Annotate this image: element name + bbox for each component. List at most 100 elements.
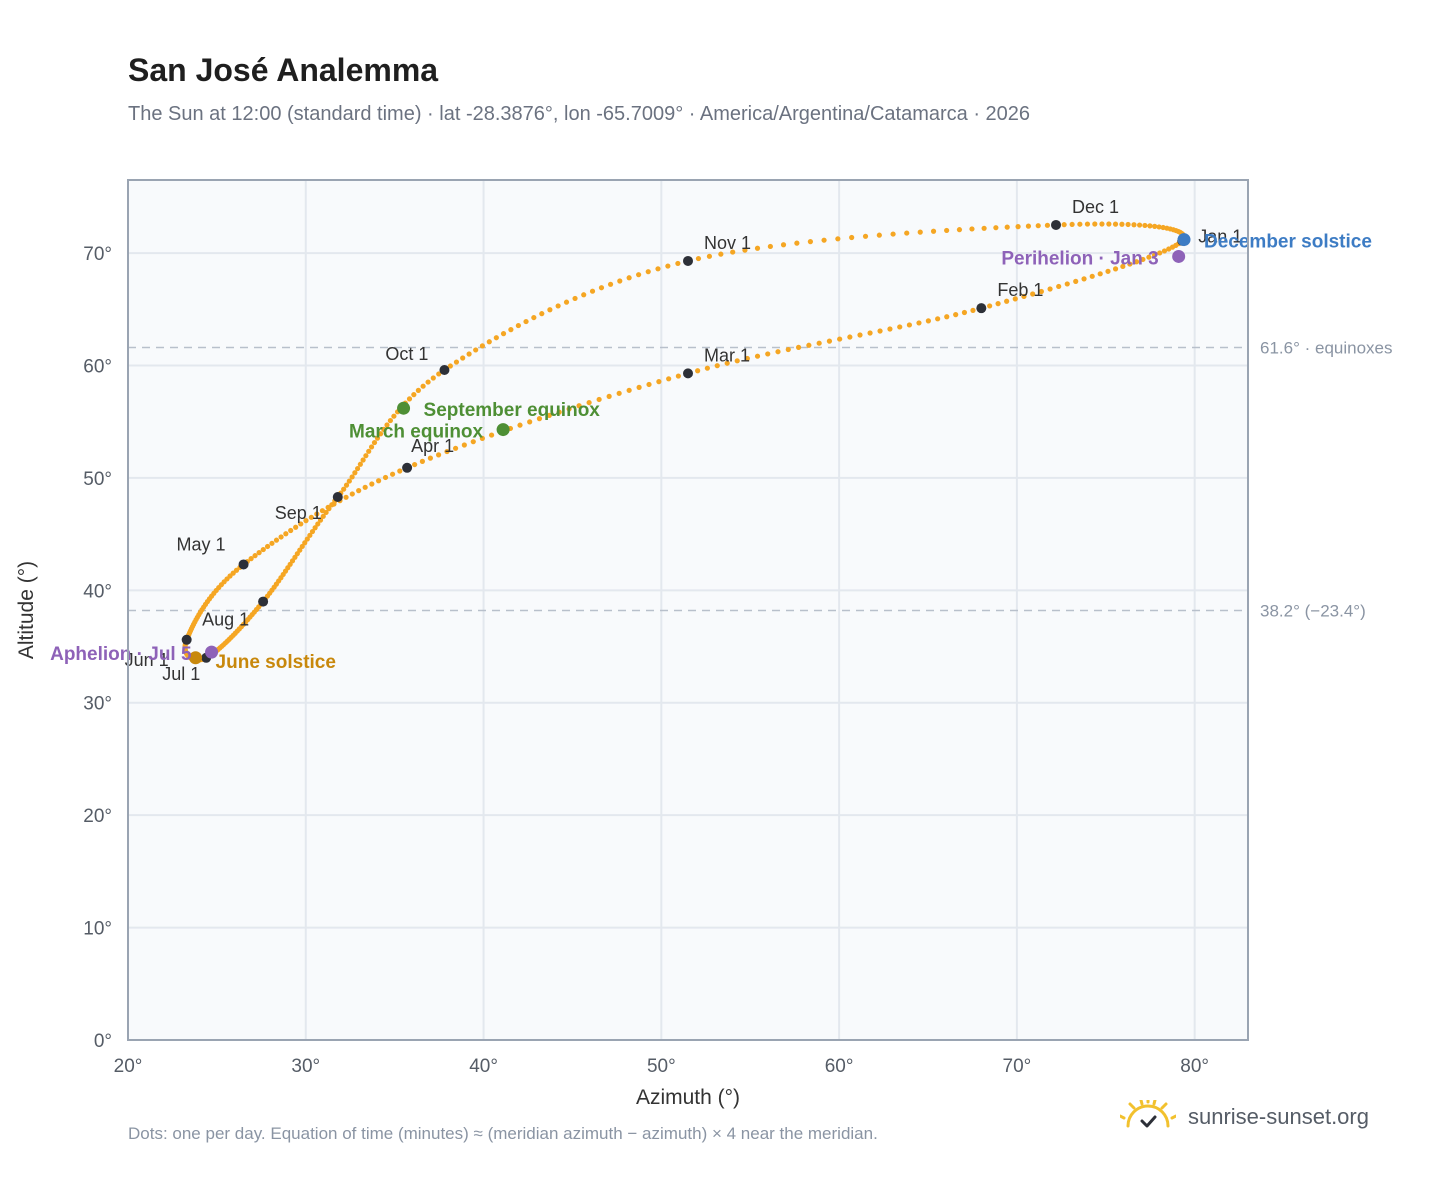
day-dot bbox=[420, 383, 426, 389]
day-dot bbox=[1152, 223, 1158, 229]
chart-subtitle: The Sun at 12:00 (standard time) · lat -… bbox=[128, 103, 1031, 125]
day-dot bbox=[323, 509, 329, 516]
x-tick-label: 80° bbox=[1180, 1056, 1209, 1077]
day-dot bbox=[329, 502, 335, 508]
day-dot bbox=[596, 396, 602, 403]
day-dot bbox=[470, 439, 476, 445]
day-dot bbox=[355, 465, 361, 472]
day-dot bbox=[531, 314, 537, 321]
day-dot bbox=[298, 521, 304, 527]
day-dot bbox=[887, 326, 893, 332]
day-dot bbox=[515, 322, 521, 329]
day-dot bbox=[1120, 263, 1126, 270]
day-dot bbox=[714, 363, 720, 369]
day-dot bbox=[479, 343, 486, 349]
day-dot bbox=[877, 328, 883, 334]
day-dot bbox=[273, 537, 280, 543]
footnote: Dots: one per day. Equation of time (min… bbox=[128, 1124, 878, 1143]
day-dot bbox=[260, 546, 266, 553]
day-dot bbox=[704, 365, 710, 371]
day-dot bbox=[1157, 250, 1163, 256]
day-dot bbox=[969, 226, 975, 232]
day-dot bbox=[299, 543, 305, 550]
day-dot bbox=[343, 494, 349, 500]
month-marker bbox=[402, 462, 413, 473]
day-dot bbox=[1047, 286, 1053, 292]
day-dot bbox=[566, 406, 572, 412]
day-dot bbox=[366, 448, 372, 454]
day-dot bbox=[993, 225, 999, 231]
day-dot bbox=[1056, 283, 1062, 290]
month-label: Jan 1 bbox=[1198, 227, 1242, 247]
day-dot bbox=[309, 528, 316, 535]
day-dot bbox=[302, 540, 308, 546]
day-dot bbox=[1021, 293, 1027, 300]
day-dot bbox=[1112, 221, 1119, 227]
y-axis-label: Altitude (°) bbox=[15, 561, 38, 659]
day-dot bbox=[636, 384, 642, 390]
day-dot bbox=[387, 417, 393, 424]
day-dot bbox=[349, 491, 355, 497]
day-dot bbox=[314, 511, 320, 517]
day-dot bbox=[916, 320, 922, 326]
day-dot bbox=[754, 245, 761, 251]
month-marker bbox=[976, 303, 987, 314]
month-label: Mar 1 bbox=[704, 345, 750, 365]
day-dot bbox=[546, 412, 552, 418]
day-dot bbox=[849, 234, 855, 241]
day-dot bbox=[626, 387, 632, 393]
day-dot bbox=[862, 233, 869, 239]
day-dot bbox=[1097, 271, 1103, 277]
day-dot bbox=[320, 513, 326, 519]
day-dot bbox=[357, 461, 363, 467]
month-label: Sep 1 bbox=[275, 503, 322, 523]
sun-logo-icon bbox=[1120, 1100, 1176, 1128]
day-dot bbox=[765, 351, 771, 357]
event-marker bbox=[496, 423, 510, 437]
event-label: Perihelion · Jan 3 bbox=[1001, 248, 1158, 269]
day-dot bbox=[742, 247, 748, 253]
day-dot bbox=[453, 359, 460, 365]
event-label: March equinox bbox=[349, 422, 484, 443]
brand-logo[interactable]: sunrise-sunset.org bbox=[1120, 1100, 1369, 1134]
day-dot bbox=[1030, 291, 1036, 297]
day-dot bbox=[1004, 298, 1010, 304]
event-marker bbox=[1177, 233, 1191, 247]
x-tick-label: 50° bbox=[647, 1056, 676, 1077]
day-dot bbox=[925, 318, 931, 324]
day-dot bbox=[406, 396, 413, 402]
day-dot bbox=[724, 360, 730, 366]
month-label: Jul 1 bbox=[162, 664, 200, 684]
day-dot bbox=[876, 232, 882, 238]
day-dot bbox=[944, 314, 950, 320]
y-tick-label: 20° bbox=[83, 806, 112, 827]
day-dot bbox=[368, 444, 375, 450]
day-dot bbox=[444, 448, 450, 455]
day-dot bbox=[775, 349, 781, 355]
day-dot bbox=[695, 255, 702, 262]
day-dot bbox=[794, 240, 800, 246]
day-dot bbox=[718, 251, 724, 257]
day-dot bbox=[435, 452, 442, 458]
day-dot bbox=[523, 318, 529, 325]
day-dot bbox=[430, 375, 436, 381]
month-marker bbox=[181, 634, 192, 645]
day-dot bbox=[349, 474, 355, 480]
day-dot bbox=[283, 531, 289, 537]
day-dot bbox=[1069, 221, 1075, 228]
day-dot bbox=[807, 239, 814, 245]
day-dot bbox=[356, 488, 362, 494]
day-dot bbox=[981, 225, 987, 231]
day-dot bbox=[826, 338, 833, 344]
day-dot bbox=[744, 355, 750, 362]
day-dot bbox=[500, 331, 507, 337]
day-dot bbox=[256, 550, 262, 556]
y-tick-label: 30° bbox=[83, 694, 112, 715]
day-dot bbox=[767, 243, 773, 250]
day-dot bbox=[598, 285, 605, 291]
day-dot bbox=[953, 312, 959, 318]
day-dot bbox=[666, 376, 672, 382]
day-dot bbox=[734, 358, 740, 364]
month-marker bbox=[238, 559, 249, 570]
